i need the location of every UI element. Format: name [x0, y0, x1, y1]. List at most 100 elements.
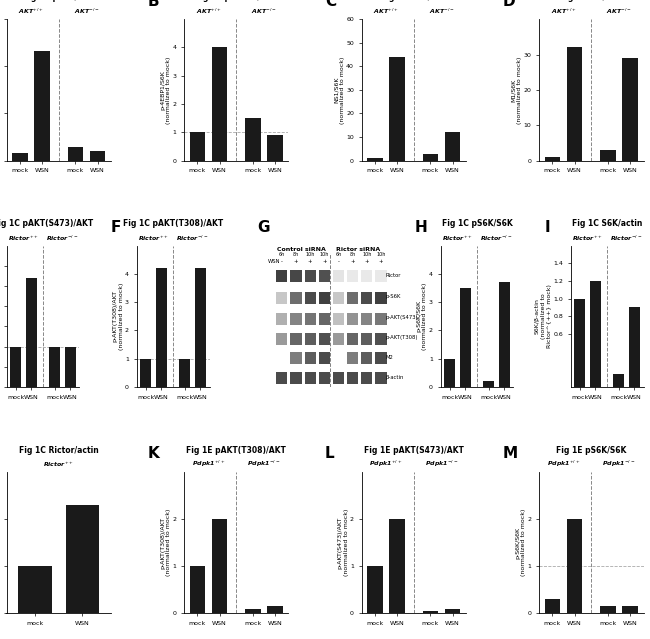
Bar [90, 151, 105, 160]
Bar [333, 291, 344, 304]
Bar [245, 609, 261, 613]
Bar [333, 312, 344, 325]
Title: Fig 1B pS6K/S6K: Fig 1B pS6K/S6K [23, 0, 94, 2]
Text: p-AKT(S473): p-AKT(S473) [385, 315, 419, 320]
Bar [333, 270, 344, 282]
Title: Fig 1E pAKT(S473)/AKT: Fig 1E pAKT(S473)/AKT [364, 445, 463, 454]
Bar [347, 372, 358, 384]
Bar [276, 332, 287, 344]
Text: Rictor$^{++}$: Rictor$^{++}$ [44, 460, 74, 469]
Text: +: + [379, 259, 384, 265]
Text: AKT$^{-/-}$: AKT$^{-/-}$ [606, 7, 632, 17]
Text: AKT$^{-/-}$: AKT$^{-/-}$ [429, 7, 454, 17]
Bar [600, 606, 616, 613]
Bar [276, 312, 287, 325]
Text: Rictor$^{-/-}$: Rictor$^{-/-}$ [480, 233, 512, 243]
Bar [18, 566, 51, 613]
Bar [291, 270, 302, 282]
Text: Rictor$^{++}$: Rictor$^{++}$ [572, 234, 603, 243]
Bar [318, 291, 330, 304]
Bar [276, 372, 287, 384]
Bar [318, 312, 330, 325]
Bar [65, 346, 75, 387]
Text: Rictor$^{-/-}$: Rictor$^{-/-}$ [176, 233, 209, 243]
Bar [12, 153, 27, 160]
Bar [367, 566, 383, 613]
Text: I: I [545, 220, 551, 235]
Text: AKT$^{+/+}$: AKT$^{+/+}$ [196, 7, 221, 17]
Title: Fig 1E pS6K/S6K: Fig 1E pS6K/S6K [556, 445, 627, 454]
Y-axis label: p-AKT(T308)/AKT
(normalized to mock): p-AKT(T308)/AKT (normalized to mock) [112, 282, 124, 350]
Bar [318, 372, 330, 384]
Bar [267, 135, 283, 160]
Text: Rictor siRNA: Rictor siRNA [335, 247, 380, 252]
Text: Pdpk1$^{+/+}$: Pdpk1$^{+/+}$ [192, 459, 225, 469]
Text: F: F [111, 220, 122, 235]
Bar [291, 352, 302, 364]
Text: 10h: 10h [306, 252, 315, 258]
Text: +: + [308, 259, 313, 265]
Bar [422, 153, 438, 160]
Bar [361, 352, 372, 364]
Bar [291, 332, 302, 344]
Bar [361, 372, 372, 384]
Bar [333, 372, 344, 384]
Text: G: G [257, 220, 270, 235]
Y-axis label: p-4EBP1/S6K
(normalized to mock): p-4EBP1/S6K (normalized to mock) [160, 56, 171, 123]
Y-axis label: M1/S6K
(normalized to mock): M1/S6K (normalized to mock) [512, 56, 522, 123]
Text: B: B [148, 0, 159, 9]
Bar [422, 611, 438, 613]
Text: Pdpk1$^{-/-}$: Pdpk1$^{-/-}$ [603, 459, 636, 469]
Bar [318, 332, 330, 344]
Bar [445, 132, 460, 160]
Title: Fig 1C Rictor/actin: Fig 1C Rictor/actin [19, 445, 99, 454]
Title: Fig 1B NS1/S6K: Fig 1B NS1/S6K [381, 0, 447, 2]
Y-axis label: S6K/β-actin
(normalized to
Rictor^{++} mock): S6K/β-actin (normalized to Rictor^{++} m… [535, 284, 552, 348]
Text: -: - [281, 259, 283, 265]
Bar [590, 281, 601, 387]
Bar [190, 132, 205, 160]
Text: AKT$^{+/+}$: AKT$^{+/+}$ [373, 7, 399, 17]
Text: 6h: 6h [279, 252, 285, 258]
Text: +: + [365, 259, 369, 265]
Bar [567, 519, 582, 613]
Bar [179, 358, 190, 387]
Text: -: - [337, 259, 339, 265]
Text: β-actin: β-actin [385, 374, 404, 380]
Bar [347, 352, 358, 364]
Y-axis label: p-S6K/S6K
(normalized to mock): p-S6K/S6K (normalized to mock) [515, 509, 526, 576]
Text: 6h: 6h [335, 252, 342, 258]
Title: Fig 1C pAKT(S473)/AKT: Fig 1C pAKT(S473)/AKT [0, 219, 93, 228]
Text: 10h: 10h [320, 252, 329, 258]
Bar [361, 332, 372, 344]
Text: Pdpk1$^{+/+}$: Pdpk1$^{+/+}$ [369, 459, 402, 469]
Bar [190, 566, 205, 613]
Bar [347, 332, 358, 344]
Bar [156, 268, 167, 387]
Text: Rictor$^{++}$: Rictor$^{++}$ [442, 234, 473, 243]
Bar [376, 291, 387, 304]
Text: M2: M2 [385, 355, 393, 360]
Bar [445, 358, 455, 387]
Bar [305, 270, 316, 282]
Bar [305, 372, 316, 384]
Bar [212, 519, 227, 613]
Bar [600, 150, 616, 160]
Bar [629, 307, 640, 387]
Bar [613, 374, 624, 387]
Y-axis label: NS1/S6K
(normalized to mock): NS1/S6K (normalized to mock) [334, 56, 345, 123]
Bar [389, 57, 405, 160]
Title: Fig 1E pAKT(T308)/AKT: Fig 1E pAKT(T308)/AKT [187, 445, 286, 454]
Title: Fig 1C pS6K/S6K: Fig 1C pS6K/S6K [441, 219, 512, 228]
Bar [575, 298, 585, 387]
Bar [245, 118, 261, 160]
Text: AKT$^{-/-}$: AKT$^{-/-}$ [251, 7, 277, 17]
Text: C: C [325, 0, 336, 9]
Bar [305, 291, 316, 304]
Bar [195, 268, 205, 387]
Text: L: L [325, 447, 335, 461]
Text: +: + [350, 259, 355, 265]
Text: p-AKT(T308): p-AKT(T308) [385, 335, 418, 340]
Bar [376, 352, 387, 364]
Text: Pdpk1$^{-/-}$: Pdpk1$^{-/-}$ [425, 459, 458, 469]
